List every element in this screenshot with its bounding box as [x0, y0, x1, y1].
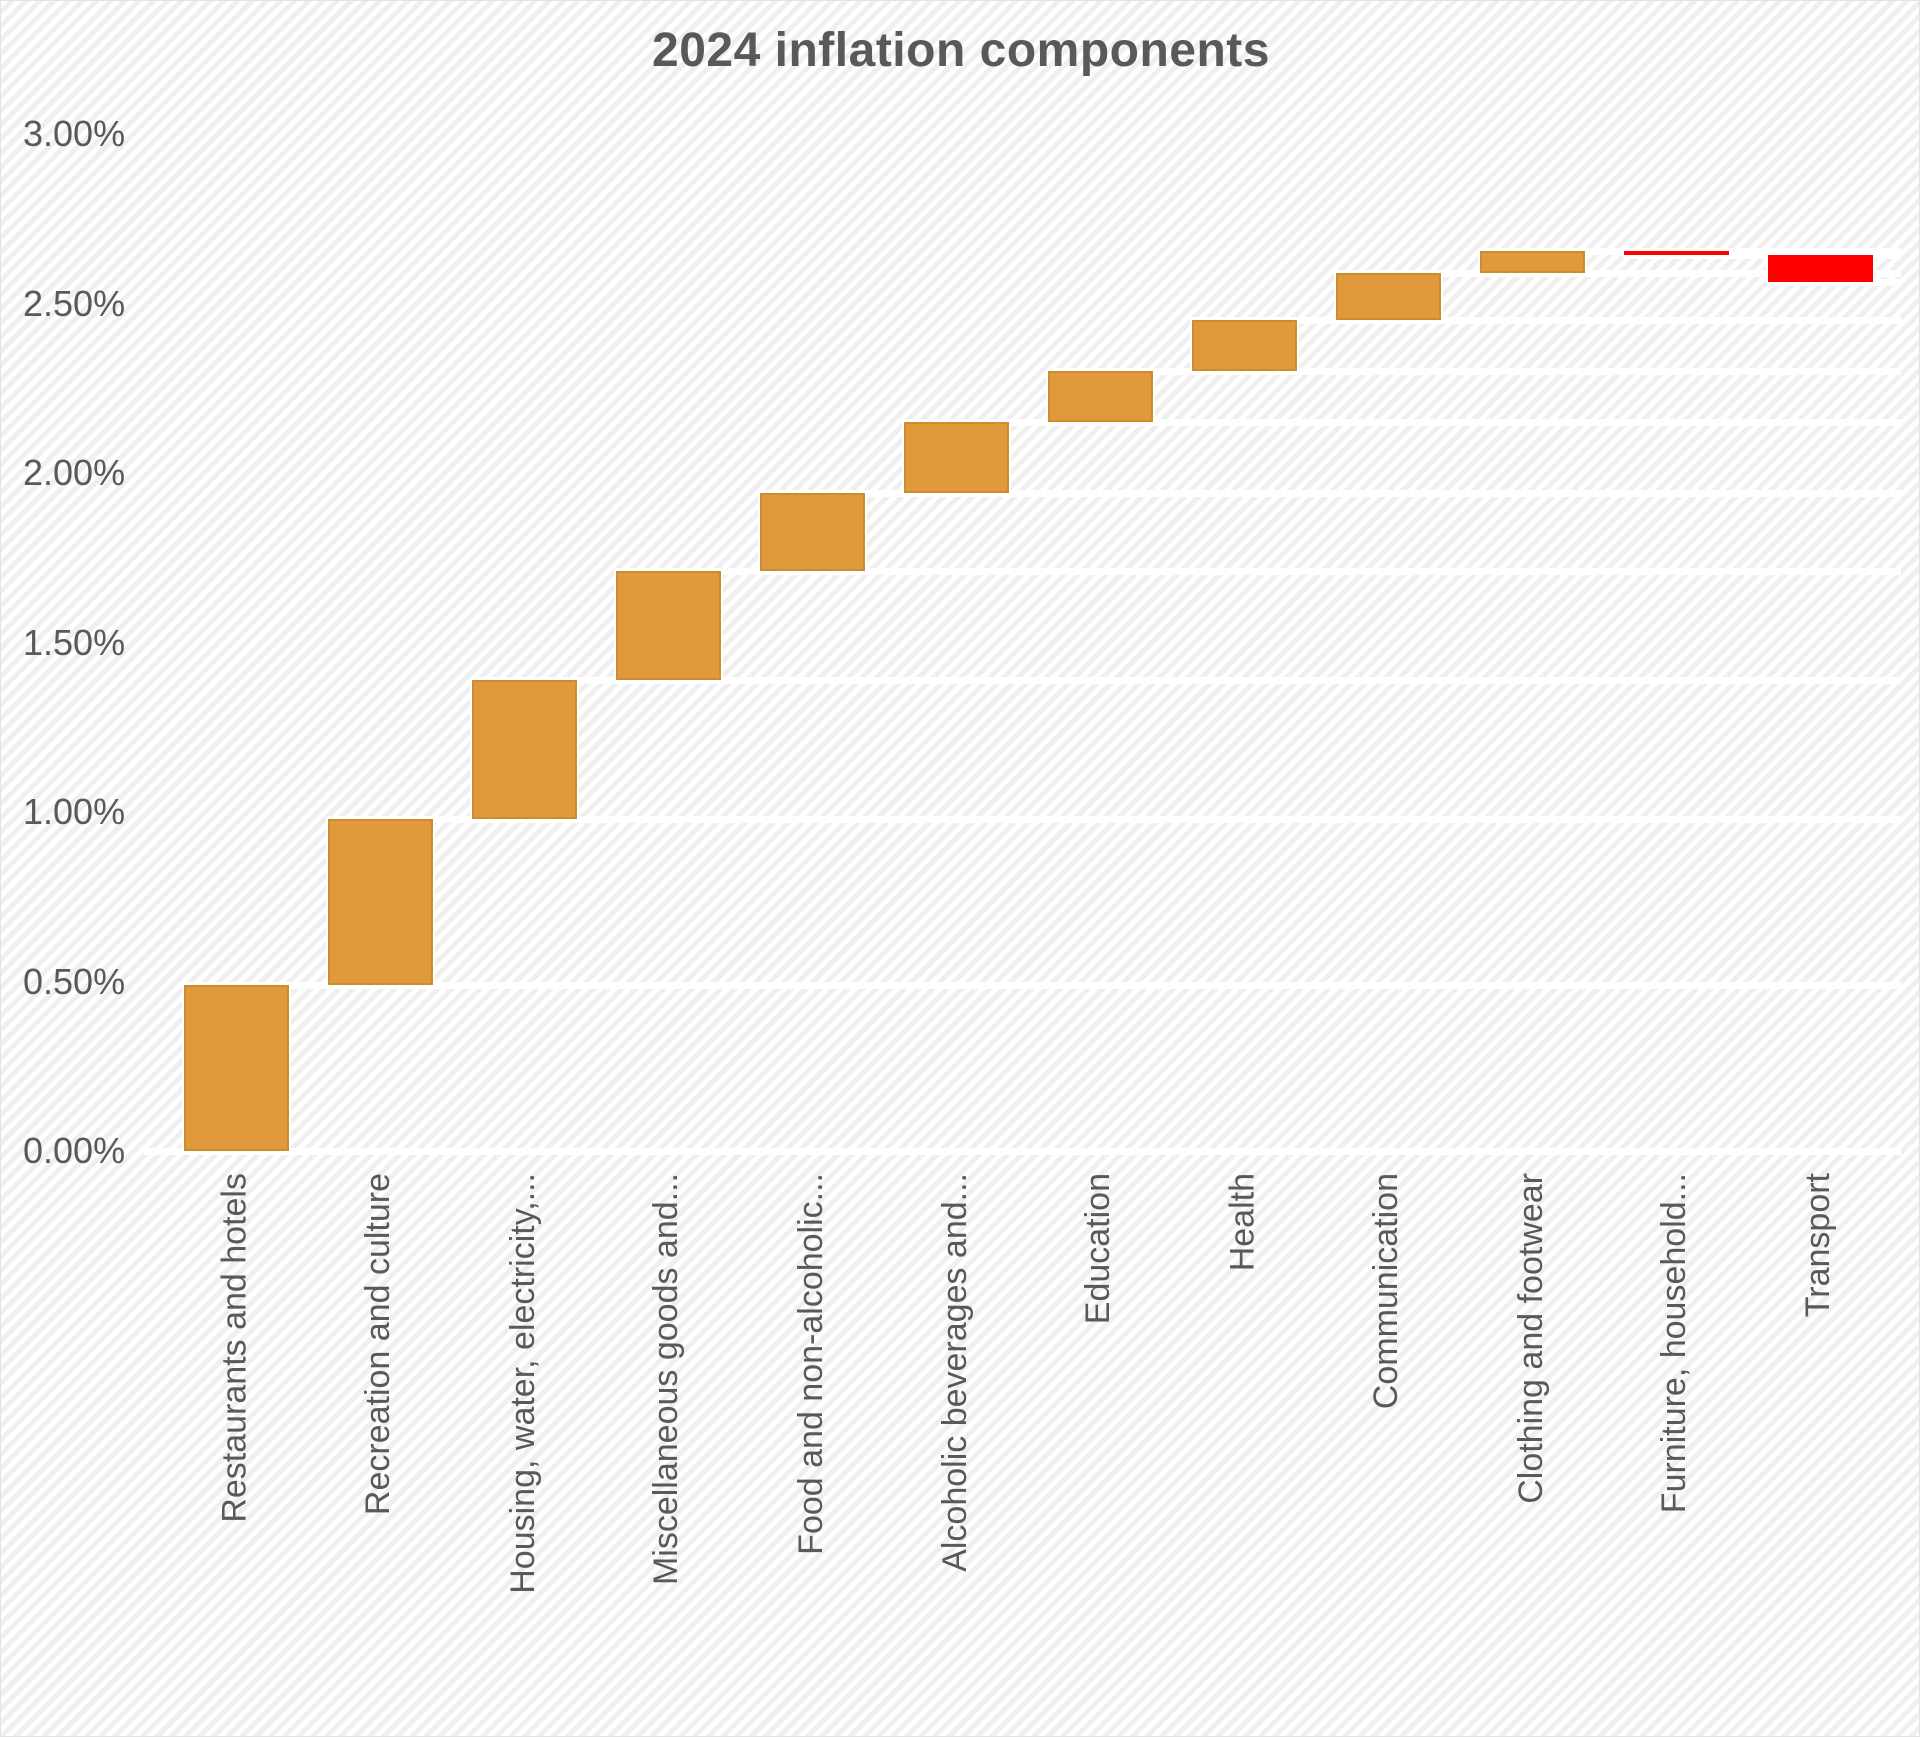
x-axis-label-communication: Communication — [1367, 1173, 1406, 1410]
y-axis-tick-2.00: 2.00% — [23, 452, 126, 493]
x-axis-label-recreation-and-culture: Recreation and culture — [359, 1173, 398, 1516]
x-axis-line — [144, 1148, 1901, 1155]
x-axis-label-education: Education — [1079, 1173, 1118, 1325]
x-axis-label-miscellaneous-goods-and: Miscellaneous goods and... — [647, 1173, 686, 1586]
waterfall-connector — [1768, 278, 1901, 286]
x-axis-label-alcoholic-beverages-and: Alcoholic beverages and... — [935, 1173, 974, 1572]
waterfall-connector — [1624, 252, 1901, 260]
y-axis-tick-0.50: 0.50% — [23, 960, 126, 1002]
waterfall-connector — [904, 419, 1901, 427]
y-axis-tick-1.50: 1.50% — [23, 621, 126, 663]
x-axis-label-housing-water-electricity: Housing, water, electricity,... — [503, 1173, 542, 1594]
waterfall-connector — [1048, 368, 1901, 376]
x-axis-label-restaurants-and-hotels: Restaurants and hotels — [215, 1173, 254, 1523]
waterfall-connector — [472, 676, 1901, 684]
waterfall-connector — [328, 815, 1901, 823]
x-axis-label-furniture-household: Furniture, household... — [1655, 1173, 1694, 1514]
y-axis-tick-0.00: 0.00% — [23, 1130, 126, 1171]
waterfall-bar-food-and-non-alcoholic — [760, 493, 865, 572]
waterfall-bar-communication — [1336, 272, 1441, 321]
x-axis-label-food-and-non-alcoholic: Food and non-alcoholic... — [791, 1173, 830, 1555]
x-axis-label-clothing-and-footwear: Clothing and footwear — [1511, 1173, 1550, 1504]
waterfall-bar-transport — [1768, 255, 1873, 282]
x-axis-label-health: Health — [1223, 1173, 1262, 1272]
waterfall-bar-miscellaneous-goods-and — [616, 571, 721, 680]
waterfall-bar-clothing-and-footwear — [1480, 250, 1585, 273]
y-axis-tick-1.00: 1.00% — [23, 791, 126, 832]
waterfall-bar-alcoholic-beverages-and — [904, 422, 1009, 494]
waterfall-bar-recreation-and-culture — [328, 818, 433, 985]
waterfall-connector — [1336, 269, 1901, 277]
waterfall-connector — [616, 568, 1901, 576]
waterfall-connector — [1192, 317, 1901, 325]
chart-title: 2024 inflation components — [652, 24, 1270, 77]
x-axis-label-transport: Transport — [1799, 1173, 1838, 1318]
y-axis-tick-3.00: 3.00% — [23, 113, 126, 154]
waterfall-connector — [184, 981, 1901, 989]
waterfall-connector — [760, 490, 1901, 498]
waterfall-bar-education — [1048, 371, 1153, 423]
waterfall-bar-furniture-household — [1624, 250, 1729, 256]
waterfall-bar-health — [1192, 320, 1297, 372]
y-axis-tick-2.50: 2.50% — [23, 282, 126, 324]
waterfall-bar-housing-water-electricity — [472, 679, 577, 819]
waterfall-bar-restaurants-and-hotels — [184, 984, 289, 1151]
